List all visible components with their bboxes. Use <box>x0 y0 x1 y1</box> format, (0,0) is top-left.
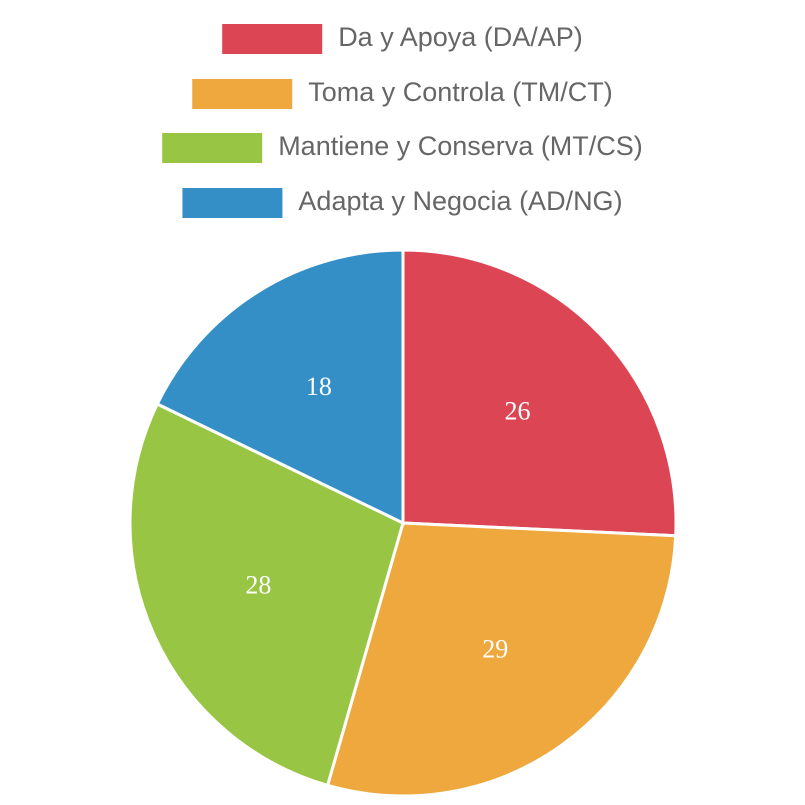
legend-swatch <box>182 188 283 218</box>
slice-label: 18 <box>306 372 332 401</box>
legend-swatch <box>162 133 263 163</box>
slice-label: 28 <box>245 571 271 600</box>
legend-swatch <box>222 24 323 54</box>
legend-label: Mantiene y Conserva (MT/CS) <box>278 131 643 161</box>
pie-slice <box>128 401 405 788</box>
legend-swatch <box>192 79 293 109</box>
legend-label: Da y Apoya (DA/AP) <box>338 22 583 52</box>
slice-label: 29 <box>482 635 508 664</box>
pie-slice <box>325 521 678 798</box>
legend-label: Toma y Controla (TM/CT) <box>308 77 613 107</box>
slice-label: 26 <box>505 397 531 426</box>
legend-label: Adapta y Negocia (AD/NG) <box>298 186 622 216</box>
pie-slice <box>155 248 405 526</box>
pie-slice <box>401 248 678 538</box>
